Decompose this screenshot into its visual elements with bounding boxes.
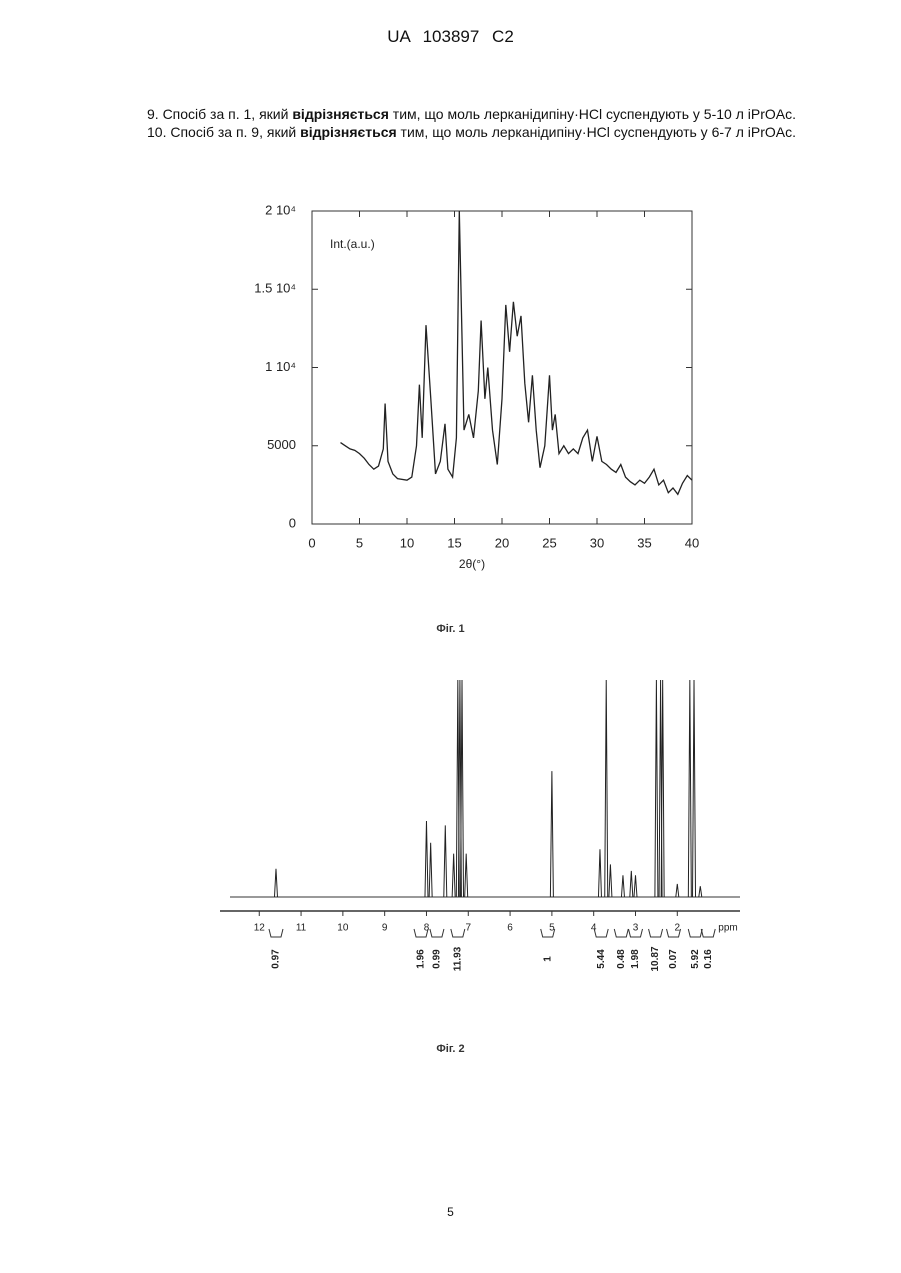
integral-bracket [701, 929, 715, 937]
integral-bracket [269, 929, 283, 937]
integral-bracket [649, 929, 663, 937]
x-tick-label: 11 [296, 923, 307, 934]
integral-bracket [614, 929, 628, 937]
x-tick-label: 3 [633, 923, 639, 934]
peak [605, 680, 608, 897]
peak [621, 875, 624, 897]
y-tick-label: 0 [289, 515, 296, 530]
x-tick-label: 15 [447, 535, 461, 550]
peak [550, 771, 553, 897]
x-tick-label: 7 [465, 923, 471, 934]
figure-1: 0 5000 1 10⁴ 1.5 10⁴ 2 10⁴ 0 5 10 15 20 25 30 35 40 In… [0, 190, 901, 590]
x-tick-label: 4 [591, 923, 597, 934]
integral-label: 0.97 [271, 949, 282, 969]
x-tick-label: 8 [424, 923, 430, 934]
x-tick-label: 5 [356, 535, 363, 550]
integral-bracket [451, 929, 465, 937]
peak [630, 871, 633, 897]
peak [429, 843, 432, 897]
x-tick-label: 10 [400, 535, 414, 550]
page-number: 5 [0, 1205, 901, 1219]
peak [465, 854, 468, 897]
claim-text: тим, що моль лерканідипіну·HCl суспендую… [389, 106, 796, 122]
peak [699, 886, 702, 897]
peak [425, 821, 428, 897]
peak [444, 825, 447, 897]
x-tick-label: 12 [254, 923, 266, 934]
integral-label: 11.93 [452, 946, 463, 971]
integral-label: 10.87 [650, 946, 661, 971]
claim: 10. Спосіб за п. 9, який відрізняється т… [147, 124, 814, 142]
data-line [341, 211, 693, 494]
integral-label: 1 [542, 956, 553, 962]
integral-label: 0.48 [616, 949, 627, 969]
header-title: UA 103897 C2 [0, 27, 901, 47]
x-tick-label: 9 [382, 923, 388, 934]
peak [655, 680, 658, 897]
x-tick-label: 10 [337, 923, 349, 934]
peak [274, 869, 277, 897]
figure-caption: Фіг. 2 [0, 1043, 901, 1055]
claim: 9. Спосіб за п. 1, який відрізняється ти… [147, 106, 814, 124]
x-axis-label: 2θ(°) [459, 557, 485, 571]
x-tick-label: 25 [542, 535, 556, 550]
page: UA 103897 C2 9. Спосіб за п. 1, який від… [0, 0, 901, 1273]
figure-caption: Фіг. 1 [0, 623, 901, 635]
peak [661, 680, 664, 897]
peak [452, 854, 455, 897]
claims: 9. Спосіб за п. 1, який відрізняється ти… [147, 106, 814, 141]
integral-label: 5.92 [690, 949, 701, 969]
x-tick-label: 30 [590, 535, 604, 550]
integral-bracket [430, 929, 444, 937]
integral-label: 0.16 [703, 949, 714, 969]
claim-text: тим, що моль лерканідипіну·HCl суспендую… [397, 124, 796, 140]
integral-label: 5.44 [596, 949, 607, 969]
y-axis-label: Int.(a.u.) [330, 237, 375, 251]
x-tick-label: 35 [637, 535, 651, 550]
claim-keyword: відрізняється [300, 124, 397, 140]
peak [693, 680, 696, 897]
peak [461, 680, 464, 897]
peak [598, 849, 601, 897]
integral-label: 0.07 [668, 949, 679, 969]
peak [688, 680, 691, 897]
y-tick-label: 2 10⁴ [265, 202, 296, 217]
integral-label: 0.99 [432, 949, 443, 969]
x-tick-label: 40 [685, 535, 699, 550]
claim-text: 10. Спосіб за п. 9, який [147, 124, 300, 140]
peak [634, 875, 637, 897]
y-tick-label: 5000 [267, 437, 296, 452]
figure-2: 12111098765432ppm0.971.960.9911.9315.440… [0, 660, 901, 1000]
y-tick-label: 1.5 10⁴ [254, 281, 296, 296]
x-tick-label: 6 [507, 923, 513, 934]
x-tick-label: 0 [308, 535, 315, 550]
peak [676, 884, 679, 897]
peak [609, 864, 612, 897]
plot-frame [312, 211, 692, 524]
x-axis-unit: ppm [718, 923, 737, 934]
integral-label: 1.96 [416, 949, 427, 969]
y-tick-label: 1 10⁴ [265, 359, 296, 374]
x-tick-label: 20 [495, 535, 509, 550]
claim-keyword: відрізняється [292, 106, 389, 122]
integral-label: 1.98 [630, 949, 641, 969]
claim-text: 9. Спосіб за п. 1, який [147, 106, 292, 122]
integral-bracket [688, 929, 702, 937]
